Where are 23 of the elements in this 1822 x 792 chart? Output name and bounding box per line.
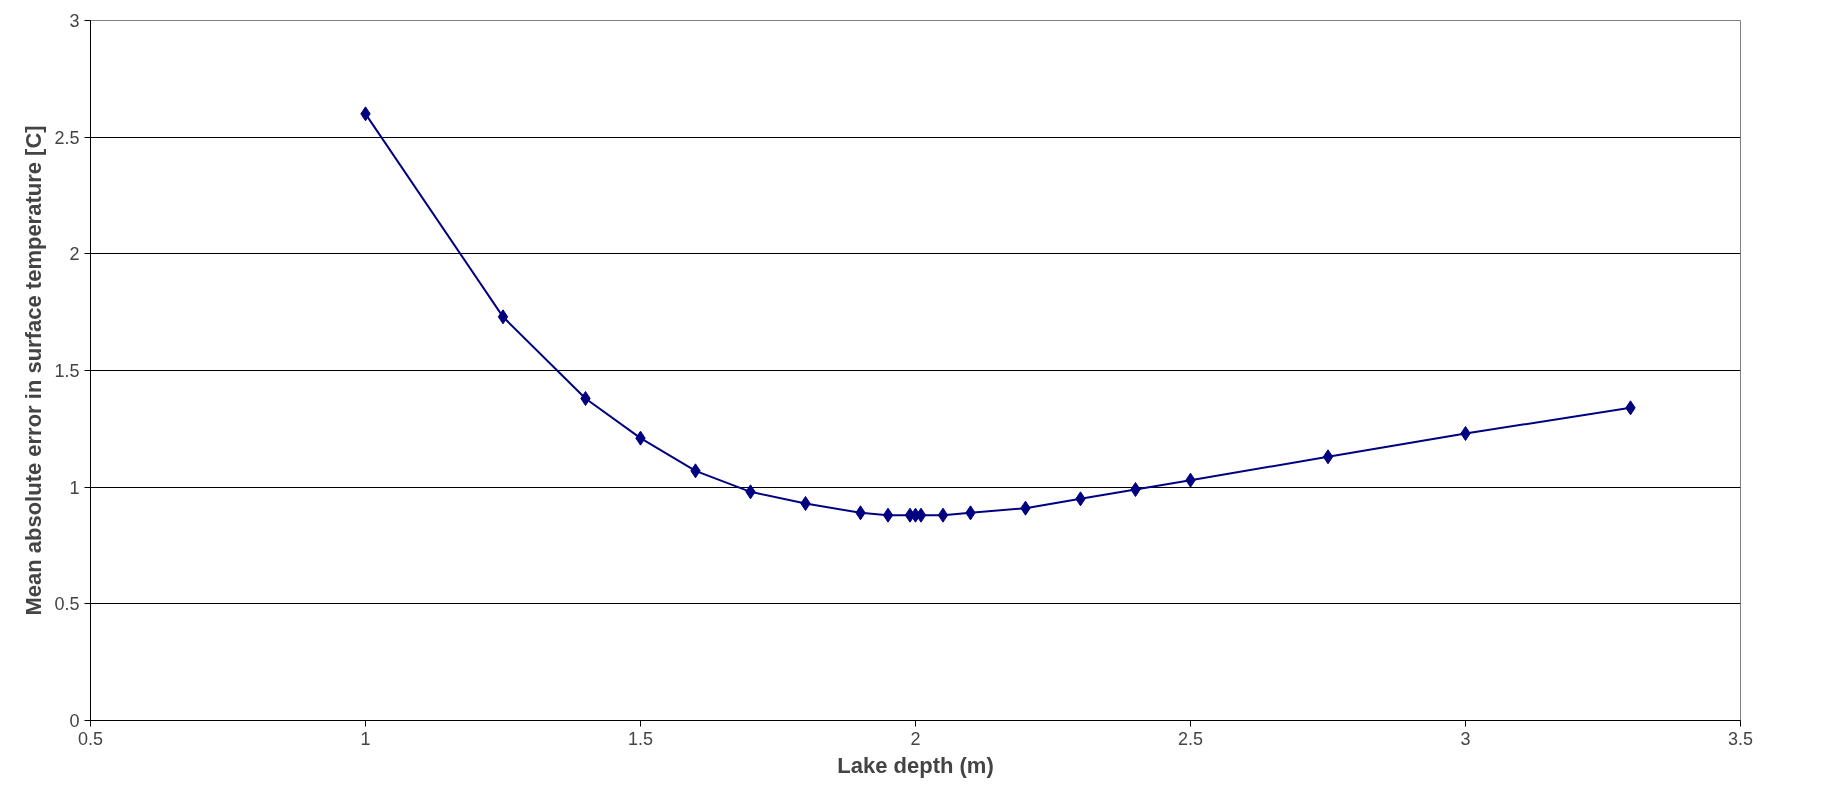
x-axis-title: Lake depth (m): [837, 752, 994, 778]
y-axis-title: Mean absolute error in surface temperature [C]: [21, 125, 47, 616]
point: [1130, 482, 1141, 497]
x-tick-label: 1.5: [627, 728, 654, 749]
x-tick-label: 3.5: [1727, 728, 1754, 749]
x-tick-label: 2.5: [1177, 728, 1204, 749]
y-tick-label: 1.5: [54, 361, 80, 381]
x-tick-label: 1: [360, 728, 371, 749]
y-tick-label: 1: [69, 477, 80, 498]
point: [800, 496, 811, 511]
point: [1322, 449, 1334, 465]
y-tick-label: 3: [69, 11, 80, 31]
point: [1460, 426, 1471, 441]
point: [497, 309, 509, 325]
y-tick-label: 0: [69, 711, 80, 731]
point: [937, 507, 949, 523]
y-tick-label: 2: [69, 244, 80, 265]
x-tick-label: 3: [1460, 728, 1471, 749]
y-tick-label: 2.5: [54, 127, 80, 148]
point: [882, 507, 894, 523]
y-tick-label: 0.5: [54, 594, 80, 615]
point: [580, 391, 591, 406]
x-tick-label: 2: [910, 728, 921, 749]
